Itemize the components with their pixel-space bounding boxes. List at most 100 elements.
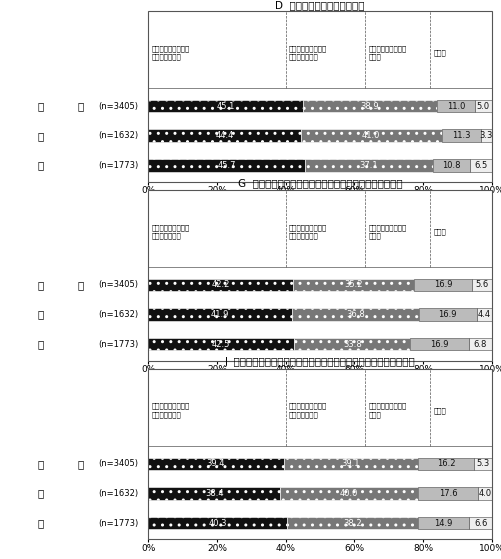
Text: 10.8: 10.8: [441, 161, 460, 170]
Bar: [148, 159, 305, 172]
Text: 16.9: 16.9: [433, 281, 451, 290]
Text: 11.0: 11.0: [446, 102, 464, 111]
Text: 5.3: 5.3: [475, 459, 488, 468]
Text: (n=1773): (n=1773): [98, 340, 138, 349]
Text: 11.3: 11.3: [451, 131, 469, 140]
Text: どんな場合でも暴力
にあたると思う: どんな場合でも暴力 にあたると思う: [151, 224, 189, 239]
Text: 6.8: 6.8: [472, 340, 486, 349]
Bar: [303, 100, 436, 112]
Text: 暴力にあたるとは思
わない: 暴力にあたるとは思 わない: [367, 224, 406, 239]
Text: 16.9: 16.9: [438, 310, 456, 319]
Text: 5.6: 5.6: [474, 281, 487, 290]
Bar: [280, 487, 417, 500]
Text: 総: 総: [38, 459, 44, 469]
Text: 41.0: 41.0: [361, 131, 380, 140]
Text: (n=1773): (n=1773): [98, 161, 138, 170]
Text: 35.2: 35.2: [344, 281, 362, 290]
Text: (n=3405): (n=3405): [98, 459, 138, 468]
Bar: [148, 309, 292, 321]
Text: 41.9: 41.9: [210, 310, 229, 319]
Text: 45.7: 45.7: [217, 161, 235, 170]
Text: 39.4: 39.4: [206, 459, 224, 468]
Bar: [479, 130, 491, 142]
Text: 女: 女: [38, 518, 44, 528]
Text: 33.8: 33.8: [342, 340, 361, 349]
Text: 4.0: 4.0: [477, 489, 490, 498]
Text: 6.6: 6.6: [473, 519, 486, 528]
Bar: [467, 338, 491, 350]
Text: G  見たくないのに，ポルノビデオやポルノ雑誌を見せる: G 見たくないのに，ポルノビデオやポルノ雑誌を見せる: [237, 178, 401, 188]
Bar: [417, 517, 468, 529]
Text: 16.2: 16.2: [436, 459, 454, 468]
Text: 暴力の場合とそうで
ない場合がある: 暴力の場合とそうで ない場合がある: [289, 224, 327, 239]
Bar: [293, 279, 413, 291]
Text: 総: 総: [38, 101, 44, 111]
Text: 39.1: 39.1: [341, 459, 359, 468]
Text: (n=1632): (n=1632): [98, 489, 138, 498]
Bar: [300, 130, 441, 142]
Bar: [305, 159, 432, 172]
Bar: [413, 279, 471, 291]
Text: 無回答: 無回答: [433, 228, 445, 235]
Text: 37.1: 37.1: [359, 161, 378, 170]
Text: 数: 数: [78, 280, 84, 290]
Text: 14.9: 14.9: [433, 519, 452, 528]
Bar: [148, 279, 293, 291]
Bar: [292, 309, 418, 321]
Bar: [468, 517, 491, 529]
Text: 5.0: 5.0: [476, 102, 489, 111]
Text: 38.2: 38.2: [342, 519, 361, 528]
Text: (n=3405): (n=3405): [98, 102, 138, 111]
Text: (n=1632): (n=1632): [98, 310, 138, 319]
Text: 女: 女: [38, 339, 44, 349]
Bar: [418, 309, 476, 321]
Text: (n=1773): (n=1773): [98, 519, 138, 528]
Text: D  なぐるふりをして，おどす: D なぐるふりをして，おどす: [275, 0, 364, 10]
Text: 暴力の場合とそうで
ない場合がある: 暴力の場合とそうで ない場合がある: [289, 403, 327, 418]
Text: 無回答: 無回答: [433, 407, 445, 414]
Text: 暴力の場合とそうで
ない場合がある: 暴力の場合とそうで ない場合がある: [289, 45, 327, 60]
Bar: [469, 159, 491, 172]
Bar: [441, 130, 479, 142]
Text: 16.9: 16.9: [429, 340, 448, 349]
Text: 数: 数: [78, 459, 84, 469]
Text: 4.4: 4.4: [477, 310, 490, 319]
Bar: [294, 338, 410, 350]
Bar: [471, 279, 490, 291]
Text: 42.2: 42.2: [211, 281, 229, 290]
Bar: [417, 458, 473, 470]
Bar: [432, 159, 469, 172]
Bar: [286, 517, 417, 529]
Text: 38.4: 38.4: [204, 489, 223, 498]
Text: 数: 数: [78, 101, 84, 111]
Text: 40.3: 40.3: [208, 519, 226, 528]
Text: 3.3: 3.3: [478, 131, 492, 140]
Bar: [148, 100, 303, 112]
Bar: [476, 309, 491, 321]
Text: 36.8: 36.8: [345, 310, 364, 319]
Text: 暴力にあたるとは思
わない: 暴力にあたるとは思 わない: [367, 45, 406, 60]
Bar: [148, 130, 300, 142]
Text: (n=3405): (n=3405): [98, 281, 138, 290]
Bar: [148, 338, 294, 350]
Text: 無回答: 無回答: [433, 49, 445, 56]
Text: どんな場合でも暴力
にあたると思う: どんな場合でも暴力 にあたると思う: [151, 45, 189, 60]
Text: 総: 総: [38, 280, 44, 290]
Text: 45.1: 45.1: [216, 102, 234, 111]
Text: 男: 男: [38, 489, 44, 499]
Text: 女: 女: [38, 160, 44, 170]
Bar: [473, 458, 491, 470]
Text: (n=1632): (n=1632): [98, 131, 138, 140]
Bar: [474, 100, 491, 112]
Text: 6.5: 6.5: [473, 161, 487, 170]
Bar: [417, 487, 477, 500]
Text: 38.9: 38.9: [360, 102, 379, 111]
Bar: [477, 487, 491, 500]
Text: 男: 男: [38, 310, 44, 320]
Text: 40.0: 40.0: [339, 489, 357, 498]
Text: 暴力にあたるとは思
わない: 暴力にあたるとは思 わない: [367, 403, 406, 418]
Bar: [436, 100, 474, 112]
Text: 44.4: 44.4: [215, 131, 233, 140]
Bar: [148, 517, 286, 529]
Bar: [283, 458, 417, 470]
